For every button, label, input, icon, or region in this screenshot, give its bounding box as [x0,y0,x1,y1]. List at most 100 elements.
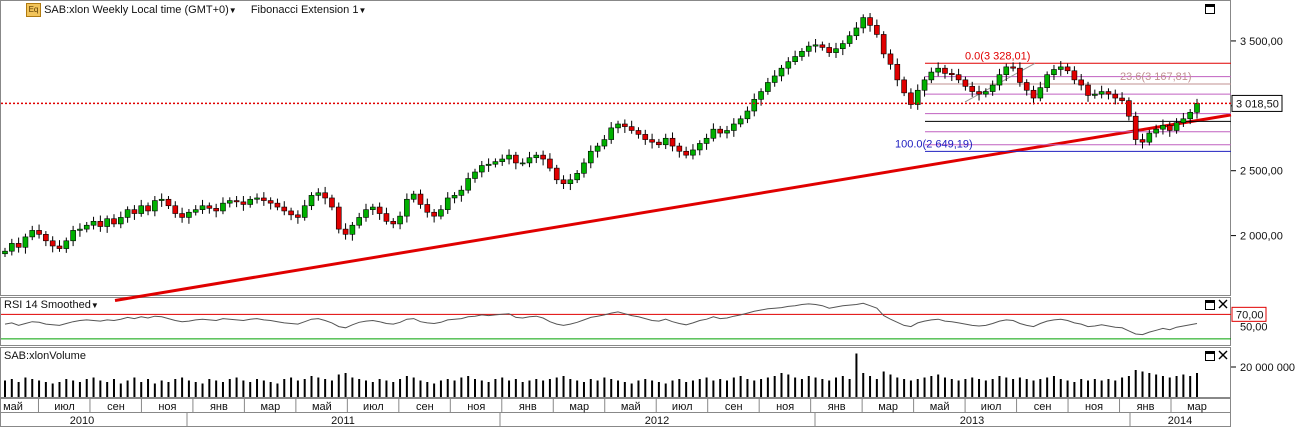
candle-body [274,202,281,208]
maximize-icon[interactable] [1205,351,1215,361]
volume-title[interactable]: SAB:xlonVolume [4,350,86,362]
candle-body [574,173,580,181]
candle-body [826,47,832,53]
year-label: 2012 [645,415,669,427]
month-label: мар [260,401,280,413]
candle-body [308,195,315,207]
chevron-down-icon[interactable]: ▼ [228,5,237,15]
candle-body [608,127,615,140]
rsi-tick-label: 50,00 [1240,322,1268,334]
candle-body [656,141,662,146]
candle-body [513,154,519,164]
candle-body [976,91,982,95]
candle-body [717,128,724,134]
month-label: янв [210,401,228,413]
equity-icon[interactable]: Eq [26,3,41,17]
price-panel-frame [0,0,1231,296]
candle-body [111,218,117,225]
candle-body [1078,79,1085,86]
candle-body [731,123,737,131]
candle-body [1180,118,1187,123]
candle-body [281,206,288,212]
month-label: май [930,401,950,413]
candle-body [642,134,649,140]
candle-body [97,221,104,227]
month-label: мар [878,401,898,413]
last-price-box [1231,94,1283,112]
candle-body [1119,97,1125,101]
candle-body [492,161,499,165]
month-label: июл [981,401,1002,413]
candle-body [288,210,294,216]
candle-body [49,240,56,247]
candle-body [397,215,403,225]
candle-body [942,67,948,74]
candle-body [145,205,151,212]
candle-body [519,162,526,165]
study-title[interactable]: Fibonacci Extension 1 [250,3,359,16]
candle-body [1010,66,1016,69]
candle-body [83,224,90,230]
candle-body [1160,124,1166,130]
candle-body [1023,82,1030,91]
price-tick-label: 3 500,00 [1240,36,1283,48]
candle-body [424,204,431,213]
candle-body [805,45,812,52]
candle-body [301,205,308,218]
candle-body [635,130,642,135]
candle-body [363,209,369,218]
candle-body [90,221,97,226]
candle-body [22,236,29,248]
candle-body [192,209,199,213]
candle-body [1057,66,1064,70]
candle-body [1098,91,1105,95]
month-label: янв [828,401,846,413]
candle-body [9,243,15,252]
candle-body [669,137,676,147]
candle-body [921,79,928,91]
candle-body [833,48,839,53]
candle-body [36,230,42,235]
month-label: ноя [158,401,176,413]
year-row [0,412,1231,427]
time-axis: май июл сен ноя янв мар май июл сен ноя янв мар май и… [0,398,1231,427]
candle-body [226,200,233,204]
candle-body [778,67,785,77]
close-icon[interactable] [1218,299,1228,309]
candle-body [322,192,328,199]
chevron-down-icon[interactable]: ▼ [358,5,367,15]
candle-body [315,192,322,196]
candle-body [1044,74,1050,88]
candle-body [15,243,22,248]
candle-body [846,35,853,44]
maximize-icon[interactable] [1205,4,1215,14]
candle-body [499,158,506,162]
close-icon[interactable] [1218,350,1228,360]
candles-group [2,13,1200,258]
candle-body [914,89,921,105]
chevron-down-icon[interactable]: ▼ [90,301,99,310]
candle-body [29,230,36,238]
candle-body [737,118,744,125]
candle-body [124,209,131,218]
candle-body [751,99,758,112]
candle-body [744,110,751,120]
chart-header: Eq SAB:xlon Weekly Local time (GMT+0)▼ F… [26,3,366,17]
candle-body [1051,69,1057,75]
symbol-title[interactable]: SAB:xlon Weekly Local time (GMT+0) [44,3,229,16]
candle-body [1139,139,1146,143]
candle-body [1003,66,1010,75]
candle-body [1132,115,1139,140]
candle-body [1126,100,1132,117]
candle-body [785,61,792,69]
candle-body [1037,87,1044,99]
candle-body [220,202,226,212]
candle-body [1146,132,1153,143]
candle-body [410,193,417,200]
candle-body [213,208,219,212]
price-tick-label: 2 000,00 [1240,231,1283,243]
maximize-icon[interactable] [1205,300,1215,310]
rsi-title[interactable]: RSI 14 Smoothed [4,299,91,311]
